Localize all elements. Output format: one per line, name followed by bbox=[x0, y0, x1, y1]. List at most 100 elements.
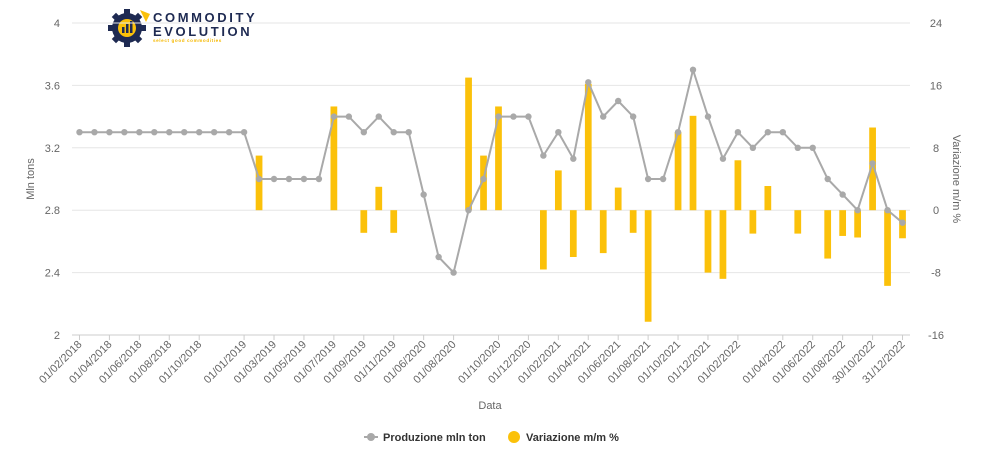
y-axis-left-title: Mln tons bbox=[25, 158, 37, 200]
bar bbox=[629, 210, 637, 233]
logo-tagline: select good commodities bbox=[153, 38, 222, 43]
bar bbox=[465, 77, 472, 211]
y-right-tick-label: 24 bbox=[930, 18, 942, 30]
bar bbox=[554, 170, 562, 211]
y-axis-right: -16 -8 0 8 16 24 bbox=[928, 18, 944, 342]
line-point bbox=[510, 113, 517, 120]
line-point bbox=[300, 175, 308, 183]
line-point bbox=[644, 175, 652, 183]
line-point bbox=[749, 144, 757, 151]
line-point bbox=[195, 129, 203, 136]
line-point bbox=[390, 129, 397, 136]
gear-icon bbox=[108, 9, 150, 47]
line-point bbox=[659, 175, 667, 183]
line-point bbox=[839, 191, 846, 198]
bar bbox=[719, 210, 727, 279]
bar bbox=[674, 132, 682, 211]
bar bbox=[330, 106, 338, 211]
line-point bbox=[854, 207, 861, 214]
y-left-tick-label: 2 bbox=[54, 330, 60, 342]
legend-item-variazione[interactable]: Variazione m/m % bbox=[508, 431, 619, 444]
line-point bbox=[600, 113, 607, 120]
legend-label-produzione: Produzione mln ton bbox=[383, 432, 486, 444]
y-axis-right-title: Variazione m/m % bbox=[950, 135, 962, 224]
bar bbox=[480, 155, 487, 211]
bar-series-variazione bbox=[255, 77, 906, 322]
line-point bbox=[210, 129, 218, 136]
bar bbox=[540, 210, 547, 270]
line-point bbox=[285, 175, 293, 183]
line-point bbox=[345, 113, 353, 120]
line-point bbox=[764, 129, 772, 136]
bar bbox=[495, 106, 502, 211]
y-left-tick-label: 2.4 bbox=[45, 268, 60, 280]
y-left-tick-label: 4 bbox=[54, 18, 60, 30]
line-point bbox=[166, 129, 173, 136]
legend-item-produzione[interactable]: Produzione mln ton bbox=[364, 432, 486, 444]
x-axis: 01/02/201801/04/201801/06/201801/08/2018… bbox=[37, 334, 910, 386]
line-series-produzione bbox=[76, 66, 906, 276]
x-axis-title: Data bbox=[478, 400, 502, 412]
line-point bbox=[405, 129, 412, 136]
line-point bbox=[121, 129, 128, 136]
line-point bbox=[136, 129, 143, 136]
line-point bbox=[255, 175, 263, 183]
y-left-tick-label: 3.6 bbox=[45, 80, 60, 92]
line-point bbox=[794, 144, 801, 151]
y-right-tick-label: -8 bbox=[931, 268, 941, 280]
line-point bbox=[181, 129, 188, 136]
bar bbox=[794, 210, 802, 234]
line-point bbox=[824, 175, 831, 183]
line-point bbox=[540, 152, 547, 159]
line-point bbox=[91, 129, 98, 136]
line-point bbox=[495, 113, 502, 120]
line-point bbox=[270, 175, 278, 183]
y-left-tick-label: 2.8 bbox=[45, 205, 60, 217]
line-point bbox=[76, 129, 83, 136]
line-point bbox=[360, 129, 368, 136]
y-right-tick-label: 8 bbox=[933, 143, 939, 155]
line-point bbox=[375, 113, 382, 120]
gridlines bbox=[72, 22, 910, 336]
y-axis-left: 2 2.4 2.8 3.2 3.6 4 bbox=[45, 18, 60, 342]
line-point bbox=[330, 113, 338, 120]
bar bbox=[824, 210, 832, 259]
line-point bbox=[779, 129, 787, 136]
legend-marker-variazione bbox=[508, 431, 520, 443]
bar bbox=[734, 160, 742, 211]
bar bbox=[839, 210, 847, 236]
line-point bbox=[734, 129, 742, 136]
legend: Produzione mln ton Variazione m/m % bbox=[364, 431, 619, 444]
line-point bbox=[869, 160, 876, 167]
line-point bbox=[106, 129, 113, 136]
bar bbox=[569, 210, 577, 257]
brand-logo: COMMODITY EVOLUTION select good commodit… bbox=[108, 9, 257, 47]
bar bbox=[749, 210, 757, 234]
bar bbox=[584, 83, 592, 211]
line-point bbox=[525, 113, 532, 120]
line-point bbox=[480, 175, 487, 183]
bar bbox=[375, 186, 383, 211]
line-point bbox=[899, 219, 906, 226]
bar bbox=[854, 210, 861, 238]
line-point bbox=[884, 207, 891, 214]
bar bbox=[360, 210, 368, 233]
line-point bbox=[435, 253, 442, 261]
line-point bbox=[689, 66, 697, 74]
line-point bbox=[240, 129, 248, 136]
bar bbox=[884, 210, 891, 286]
line-point bbox=[809, 144, 816, 151]
line-point bbox=[420, 191, 427, 198]
line-point bbox=[614, 97, 622, 105]
logo-line-1: COMMODITY bbox=[153, 10, 257, 25]
line-point bbox=[225, 129, 233, 136]
bar bbox=[764, 186, 772, 211]
bar bbox=[869, 127, 876, 211]
line-point bbox=[719, 155, 727, 162]
bar bbox=[644, 210, 652, 322]
legend-label-variazione: Variazione m/m % bbox=[526, 432, 619, 444]
y-left-tick-label: 3.2 bbox=[45, 143, 60, 155]
y-right-tick-label: 16 bbox=[930, 80, 942, 92]
y-right-tick-label: -16 bbox=[928, 330, 944, 342]
